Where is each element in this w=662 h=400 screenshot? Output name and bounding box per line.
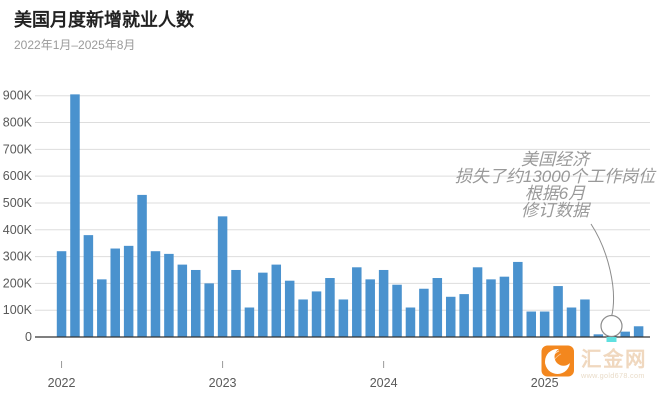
svg-text:900K: 900K [3,89,33,103]
svg-text:300K: 300K [3,250,33,264]
svg-text:0: 0 [25,330,32,344]
svg-text:2023: 2023 [209,376,237,390]
svg-text:600K: 600K [3,169,33,183]
svg-text:400K: 400K [3,223,33,237]
svg-text:500K: 500K [3,196,33,210]
svg-text:800K: 800K [3,116,33,130]
svg-text:汇金网: 汇金网 [581,347,647,371]
svg-text:2025: 2025 [531,376,559,390]
svg-text:www.gold678.com: www.gold678.com [580,371,645,380]
svg-text:100K: 100K [3,303,33,317]
svg-text:2024: 2024 [370,376,398,390]
svg-text:2022: 2022 [48,376,76,390]
svg-text:修订数据: 修订数据 [521,201,592,220]
svg-text:700K: 700K [3,142,33,156]
svg-text:200K: 200K [3,276,33,290]
